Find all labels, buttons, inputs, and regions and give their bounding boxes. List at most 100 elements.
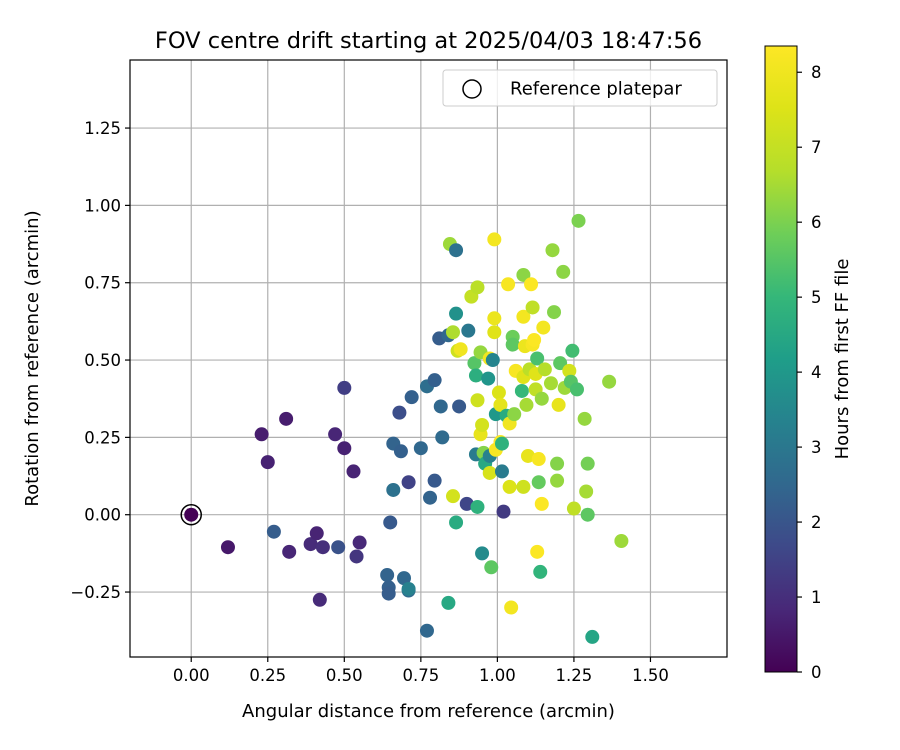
data-point: [481, 371, 496, 386]
data-point: [433, 399, 448, 414]
colorbar-tick-label: 4: [811, 363, 822, 382]
data-point: [531, 452, 546, 467]
x-axis: 0.00 0.25 0.50 0.75 1.00 1.25 1.50: [173, 657, 669, 685]
data-point: [427, 473, 442, 488]
colorbar-tick-label: 6: [811, 213, 822, 232]
data-point: [569, 382, 584, 397]
data-point: [468, 368, 483, 383]
data-point: [337, 441, 352, 456]
colorbar-gradient: [764, 45, 798, 673]
data-point: [303, 537, 318, 552]
data-point: [530, 351, 545, 366]
data-point: [577, 411, 592, 426]
legend-box: [442, 69, 718, 107]
data-point: [260, 455, 275, 470]
data-point: [562, 363, 577, 378]
data-point: [346, 464, 361, 479]
data-point: [392, 405, 407, 420]
colorbar-tick-label: 7: [811, 138, 822, 157]
x-tick-label: 0.50: [326, 666, 363, 685]
data-point: [397, 571, 412, 586]
data-point: [331, 540, 346, 555]
colorbar-tick-label: 0: [811, 663, 822, 682]
data-point: [531, 475, 546, 490]
data-point: [254, 427, 269, 442]
data-point: [461, 323, 476, 338]
y-tick-label: 1.00: [84, 196, 121, 215]
data-point: [493, 397, 508, 412]
data-point: [543, 376, 558, 391]
data-point: [427, 373, 442, 388]
x-axis-label: Angular distance from reference (arcmin): [242, 701, 615, 722]
data-point: [494, 464, 509, 479]
colorbar-label: Hours from first FF file: [832, 259, 853, 460]
data-point: [459, 496, 474, 511]
data-point: [533, 564, 548, 579]
plot-frame: [129, 59, 728, 658]
y-tick-label: 1.25: [84, 119, 121, 138]
data-point: [452, 399, 467, 414]
data-point: [502, 479, 517, 494]
x-tick-label: 1.50: [632, 666, 669, 685]
colorbar-tick-label: 1: [811, 588, 822, 607]
data-point: [315, 540, 330, 555]
data-point: [404, 390, 419, 405]
data-point: [401, 581, 416, 596]
data-point: [534, 391, 549, 406]
data-point: [383, 515, 398, 530]
data-point: [449, 243, 464, 258]
data-point: [470, 280, 485, 295]
data-point: [547, 305, 562, 320]
data-point: [550, 473, 565, 488]
x-tick-label: 0.75: [402, 666, 439, 685]
reference-platepar-circle: [180, 503, 202, 526]
y-axis-label: Rotation from reference (arcmin): [22, 210, 43, 506]
data-point: [514, 383, 529, 398]
data-point: [556, 264, 571, 279]
data-point: [487, 311, 502, 326]
data-point: [505, 337, 520, 352]
data-point: [381, 586, 396, 601]
data-point: [184, 507, 199, 522]
data-point: [441, 595, 456, 610]
data-point: [580, 507, 595, 522]
data-point: [550, 456, 565, 471]
data-point: [449, 515, 464, 530]
data-point: [470, 393, 485, 408]
data-point: [565, 343, 580, 358]
data-point: [337, 380, 352, 395]
data-point: [602, 374, 617, 389]
data-point: [530, 544, 545, 559]
data-point: [328, 427, 343, 442]
data-point: [580, 456, 595, 471]
data-point: [413, 441, 428, 456]
data-point: [536, 320, 551, 335]
y-tick-label: 0.75: [84, 274, 121, 293]
data-point: [519, 397, 534, 412]
colorbar: 0 1 2 3 4 5 6 7 8 Hours from first FF file: [764, 45, 853, 682]
colorbar-tick-label: 3: [811, 438, 822, 457]
legend-open-circle-icon: [462, 79, 482, 99]
data-point: [524, 277, 539, 292]
colorbar-ticks: 0 1 2 3 4 5 6 7 8: [797, 63, 822, 682]
y-tick-label: 0.00: [84, 506, 121, 525]
data-point: [516, 309, 531, 324]
data-point: [282, 544, 297, 559]
data-point: [475, 418, 490, 433]
data-point: [349, 549, 364, 564]
data-point: [401, 475, 416, 490]
data-point: [309, 526, 324, 541]
x-tick-label: 0.25: [249, 666, 286, 685]
data-point: [516, 267, 531, 282]
data-point: [527, 332, 542, 347]
data-point: [482, 465, 497, 480]
data-point: [571, 213, 586, 228]
data-point: [393, 444, 408, 459]
data-point: [484, 560, 499, 575]
data-point: [496, 504, 511, 519]
y-axis: −0.25 0.00 0.25 0.50 0.75 1.00 1.25: [70, 119, 130, 602]
data-point: [487, 325, 502, 340]
legend-label: Reference platepar: [510, 79, 682, 100]
legend: Reference platepar: [442, 69, 718, 107]
